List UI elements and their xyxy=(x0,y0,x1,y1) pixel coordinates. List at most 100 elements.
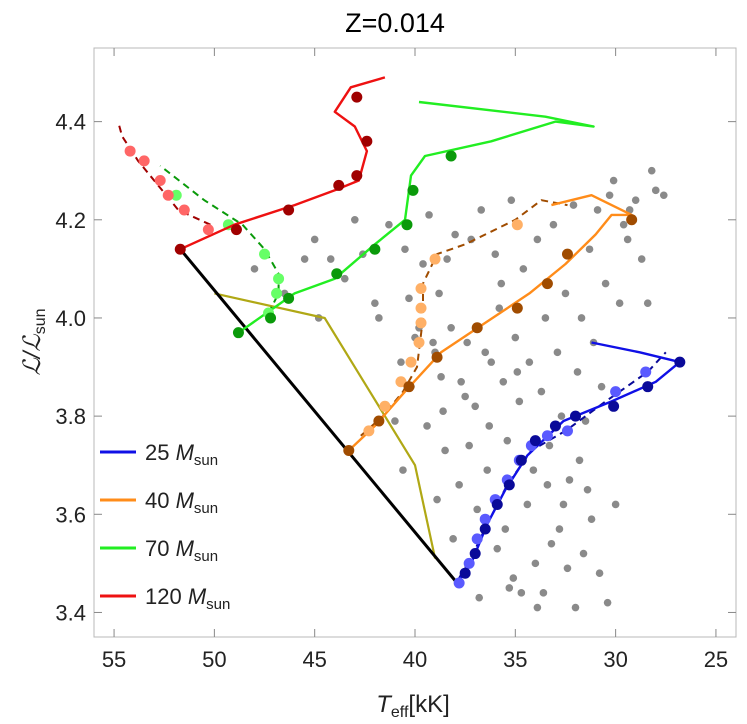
observed-star-point xyxy=(441,446,449,455)
observed-star-point xyxy=(477,206,486,214)
track-70-solid-point xyxy=(232,327,244,339)
track-40-solid-point xyxy=(511,302,523,314)
track-40-solid-point xyxy=(471,322,483,334)
x-axis-label: Teff[kK] xyxy=(376,691,450,721)
observed-star-point xyxy=(391,417,399,425)
track-120-dashed-line xyxy=(117,121,211,226)
observed-star-point xyxy=(597,382,606,391)
track-25-dashed-point xyxy=(561,425,573,437)
track-25-solid-point xyxy=(469,548,481,560)
track-25-dashed-point xyxy=(479,513,491,525)
observed-star-point xyxy=(447,323,455,332)
x-axis-label-symbol: T xyxy=(376,691,393,718)
track-25-solid-line xyxy=(456,341,681,584)
observed-star-point xyxy=(547,539,556,548)
track-25-solid-point xyxy=(479,523,491,535)
track-40-dashed-point xyxy=(413,337,425,348)
observed-star-point xyxy=(399,466,407,474)
observed-star-point xyxy=(541,314,550,322)
track-40-solid-point xyxy=(561,248,573,260)
track-70-solid-point xyxy=(283,292,295,304)
y-tick-label: 4.4 xyxy=(55,110,86,135)
track-25-solid-point xyxy=(503,479,515,491)
track-25-dashed-point xyxy=(463,557,475,569)
track-25-dashed-point xyxy=(610,386,622,398)
track-70-solid-point xyxy=(331,268,343,280)
track-25-solid-point xyxy=(529,435,541,447)
x-tick-label: 25 xyxy=(704,647,728,672)
observed-star-point xyxy=(587,515,596,523)
track-25-dashed-point xyxy=(640,366,652,378)
observed-star-point xyxy=(425,211,433,219)
observed-star-point xyxy=(515,397,524,406)
legend-label: 25 Msun xyxy=(145,440,218,469)
observed-star-point xyxy=(487,358,496,366)
track-40-dashed-point xyxy=(415,302,427,314)
observed-star-point xyxy=(659,191,668,200)
observed-star-point xyxy=(565,476,574,484)
observed-star-point xyxy=(483,466,492,474)
observed-star-point xyxy=(609,176,618,185)
observed-star-point xyxy=(549,220,558,229)
observed-star-point xyxy=(525,358,534,366)
track-40-dashed-point xyxy=(415,317,427,329)
observed-star-point xyxy=(631,196,640,204)
track-120-solid-point xyxy=(230,224,242,236)
observed-star-point xyxy=(595,569,604,577)
track-40-solid-point xyxy=(626,214,638,226)
observed-star-point xyxy=(517,589,526,597)
observed-star-point xyxy=(575,456,584,465)
observed-star-point xyxy=(495,304,504,312)
observed-star-point xyxy=(539,589,548,597)
observed-star-point xyxy=(397,358,405,366)
track-25-solid-point xyxy=(608,400,620,412)
observed-star-point xyxy=(611,500,620,509)
observed-star-point xyxy=(593,206,602,214)
observed-star-point xyxy=(513,368,522,376)
boundary-line xyxy=(214,292,437,559)
observed-star-point xyxy=(340,274,349,283)
observed-star-point xyxy=(371,299,379,308)
observed-star-point xyxy=(475,593,484,602)
track-70-dashed-point xyxy=(259,248,271,260)
chart-title: Z=0.014 xyxy=(345,8,445,38)
track-40-dashed-point xyxy=(405,356,417,368)
track-70-solid-line xyxy=(237,100,595,334)
observed-star-point xyxy=(583,485,592,494)
zams-line xyxy=(179,248,459,584)
track-120-dashed-point xyxy=(202,224,214,236)
y-axis: 3.4 3.6 3.8 4.0 4.2 4.4 xyxy=(55,110,736,625)
observed-star-point xyxy=(571,603,580,612)
observed-star-point xyxy=(533,603,542,612)
observed-star-point xyxy=(637,255,646,263)
track-40-solid-point xyxy=(541,278,553,290)
track-70-solid-point xyxy=(407,184,419,196)
legend-label: 40 Msun xyxy=(145,488,218,517)
observed-star-point xyxy=(423,422,431,430)
x-tick-label: 35 xyxy=(503,647,527,672)
observed-star-point xyxy=(559,500,568,509)
track-70-solid-point xyxy=(369,243,381,255)
observed-star-point xyxy=(529,466,538,474)
observed-star-point xyxy=(553,348,562,357)
legend: 25 Msun 40 Msun 70 Msun 120 Msun xyxy=(100,440,230,613)
observed-star-point xyxy=(505,584,514,592)
track-70-solid-point xyxy=(401,219,413,231)
track-70-solid-point xyxy=(265,312,277,324)
y-tick-label: 3.4 xyxy=(55,600,86,625)
track-25-dashed-point xyxy=(541,430,553,442)
observed-star-point xyxy=(435,289,443,298)
track-70-dashed-point xyxy=(271,287,283,299)
track-120-solid-point xyxy=(174,243,186,255)
y-tick-label: 3.6 xyxy=(55,502,86,527)
track-25-dashed-line xyxy=(458,351,667,579)
observed-star-point xyxy=(537,387,546,396)
x-tick-label: 50 xyxy=(202,647,226,672)
observed-star-point xyxy=(405,294,413,303)
observed-star-point xyxy=(385,220,393,229)
observed-star-point xyxy=(511,333,520,342)
x-axis: 55 50 45 40 35 30 25 xyxy=(102,48,728,672)
observed-star-point xyxy=(615,299,624,308)
observed-star-point xyxy=(457,377,465,386)
